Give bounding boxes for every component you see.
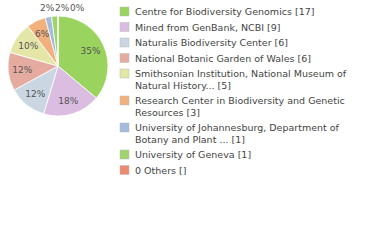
chart: 35%18%12%12%10%6%2%2%0%Centre for Biodiv… xyxy=(0,0,380,240)
legend-swatch xyxy=(120,54,129,63)
data-label: 2% xyxy=(55,3,70,13)
data-label: 12% xyxy=(25,89,45,99)
data-label: 2% xyxy=(40,3,55,13)
legend-label: Centre for Biodiversity Genomics [17] xyxy=(135,6,314,17)
legend-label: Naturalis Biodiversity Center [6] xyxy=(135,37,288,48)
pie-slice xyxy=(58,16,59,66)
legend-label-line: Mined from GenBank, NCBI [9] xyxy=(135,22,281,33)
legend-label-line: Botany and Plant ... [1] xyxy=(135,134,245,145)
legend-label: 0 Others [] xyxy=(135,165,186,176)
data-label: 35% xyxy=(81,46,101,56)
legend-swatch xyxy=(120,7,129,16)
legend-label: Mined from GenBank, NCBI [9] xyxy=(135,22,281,33)
legend-label-line: Resources [3] xyxy=(135,107,200,118)
data-label: 0% xyxy=(70,3,85,13)
pie-slice xyxy=(52,16,58,66)
legend-swatch xyxy=(120,69,129,78)
legend-label-line: Naturalis Biodiversity Center [6] xyxy=(135,37,288,48)
legend-label-line: University of Johannesburg, Department o… xyxy=(135,122,340,133)
legend-label: University of Geneva [1] xyxy=(135,149,251,160)
legend-swatch xyxy=(120,96,129,105)
legend-swatch xyxy=(120,166,129,175)
legend-label-line: Natural History... [5] xyxy=(135,80,231,91)
legend-label: Smithsonian Institution, National Museum… xyxy=(135,68,347,91)
legend-label-line: University of Geneva [1] xyxy=(135,149,251,160)
legend-label-line: Smithsonian Institution, National Museum… xyxy=(135,68,347,79)
legend-swatch xyxy=(120,123,129,132)
legend-label-line: 0 Others [] xyxy=(135,165,186,176)
legend-label-line: Research Center in Biodiversity and Gene… xyxy=(135,95,345,106)
legend-label: University of Johannesburg, Department o… xyxy=(135,122,340,145)
data-label: 12% xyxy=(12,65,32,75)
legend-label-line: National Botanic Garden of Wales [6] xyxy=(135,53,311,64)
data-label: 10% xyxy=(18,41,38,51)
legend: Centre for Biodiversity Genomics [17] Min… xyxy=(120,6,347,176)
data-label: 6% xyxy=(35,29,50,39)
legend-swatch xyxy=(120,150,129,159)
pie: 35%18%12%12%10%6%2%2%0% xyxy=(8,3,108,116)
data-label: 18% xyxy=(58,96,78,106)
pie-slice xyxy=(45,16,58,66)
legend-swatch xyxy=(120,38,129,47)
legend-label-line: Centre for Biodiversity Genomics [17] xyxy=(135,6,314,17)
legend-label: Research Center in Biodiversity and Gene… xyxy=(135,95,345,118)
legend-label: National Botanic Garden of Wales [6] xyxy=(135,53,311,64)
legend-swatch xyxy=(120,23,129,32)
